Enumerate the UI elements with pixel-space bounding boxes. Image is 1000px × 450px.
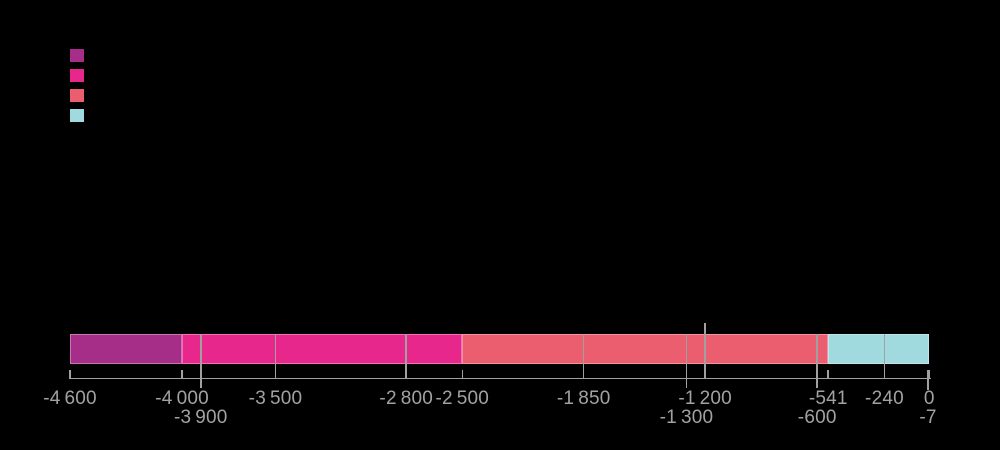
legend-swatch-4[interactable] bbox=[70, 109, 84, 122]
timeline-segment-2 bbox=[182, 333, 463, 364]
timeline-segment-4 bbox=[828, 333, 930, 364]
axis-tick-label: -1 300 bbox=[659, 406, 714, 428]
axis-tick-label: -240 bbox=[865, 387, 904, 409]
axis-tick-label: -4 000 bbox=[155, 387, 209, 409]
axis-tick-label: -4 600 bbox=[43, 387, 97, 409]
axis-tick-line bbox=[827, 370, 829, 380]
axis-tick-label: 0 bbox=[923, 387, 935, 409]
axis-tick-label: -541 bbox=[808, 387, 848, 409]
axis-tick-line bbox=[883, 333, 886, 380]
axis-tick-line bbox=[816, 333, 818, 389]
axis-tick-label: -3 500 bbox=[248, 387, 303, 409]
axis-tick-line bbox=[928, 370, 931, 380]
axis-tick-line bbox=[405, 333, 407, 380]
axis-tick-line bbox=[200, 333, 202, 389]
timeline-segment-3 bbox=[462, 333, 829, 364]
legend-swatch-2[interactable] bbox=[70, 69, 84, 82]
axis-tick-line bbox=[274, 333, 277, 380]
axis-tick-label: -3 900 bbox=[173, 406, 228, 428]
axis-tick-label: -2 500 bbox=[435, 387, 490, 409]
axis-tick-label: -1 850 bbox=[556, 387, 611, 409]
axis-tick-label: -7 bbox=[919, 406, 937, 428]
axis-tick-label: -1 200 bbox=[678, 387, 732, 409]
axis-tick-line bbox=[685, 333, 688, 389]
axis-tick-label: -2 800 bbox=[379, 387, 434, 409]
axis-tick-line bbox=[461, 370, 464, 380]
legend-swatch-1[interactable] bbox=[70, 49, 84, 62]
axis-tick-line bbox=[927, 370, 929, 391]
axis-tick-line bbox=[704, 322, 706, 380]
legend-swatch-3[interactable] bbox=[70, 89, 84, 102]
axis-tick-line bbox=[181, 370, 183, 380]
x-axis-line bbox=[70, 377, 931, 380]
timeline-segment-1 bbox=[70, 333, 183, 364]
axis-tick-line bbox=[69, 370, 71, 380]
axis-tick-label: -600 bbox=[797, 406, 837, 428]
axis-tick-line bbox=[582, 333, 585, 380]
